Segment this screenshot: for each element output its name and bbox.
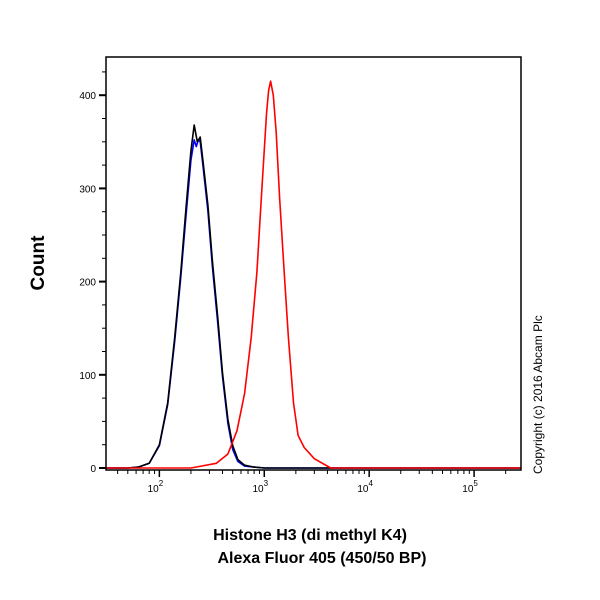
series-line-2 (106, 80, 521, 469)
x-axis-label-line-1: Histone H3 (di methyl K4) (213, 527, 407, 544)
y-tick-label: 0 (90, 464, 96, 475)
x-axis-label-line-2: Alexa Fluor 405 (450/50 BP) (218, 550, 427, 567)
axes: 0 100 200 300 400 102 103 104 105 (79, 71, 507, 495)
plot-marks (106, 80, 521, 469)
plot-frame (105, 56, 522, 471)
y-tick-label: 300 (79, 184, 96, 195)
x-tick-label: 103 (252, 479, 268, 495)
y-tick-label: 200 (79, 278, 96, 289)
series-line-1 (106, 124, 521, 469)
x-tick-label: 102 (148, 479, 164, 495)
series-line-0 (106, 139, 521, 469)
copyright-annotation: Copyright (c) 2016 Abcam Plc (531, 315, 545, 474)
x-tick-label: 105 (462, 479, 478, 495)
y-tick-label: 400 (79, 91, 96, 102)
y-tick-label: 100 (79, 371, 96, 382)
y-axis-label: Count (28, 235, 49, 291)
x-tick-label: 104 (357, 479, 373, 495)
